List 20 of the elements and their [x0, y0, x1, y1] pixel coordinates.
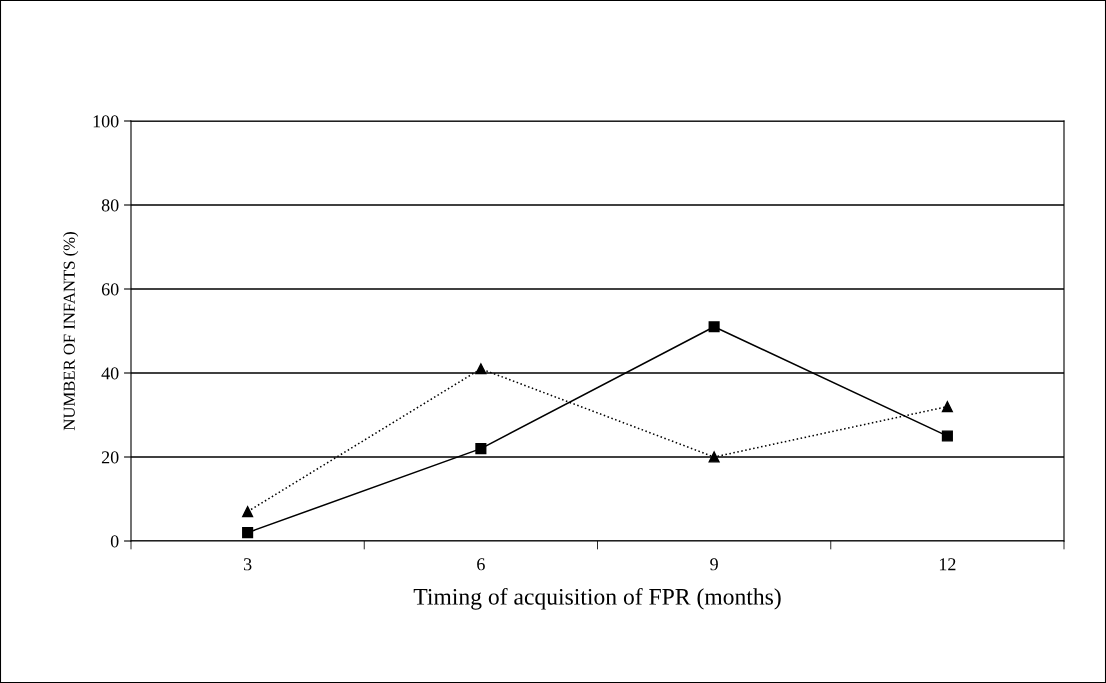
x-tick-label: 3 [243, 558, 252, 571]
point [941, 430, 953, 442]
x-tick-label: 9 [710, 558, 718, 571]
y-axis-title: NUMBER OF INFANTS (%) [63, 232, 79, 431]
y-tick-label: 20 [101, 451, 119, 464]
y-tick-label: 80 [101, 199, 119, 212]
point [941, 401, 953, 413]
point [475, 443, 487, 455]
y-tick-label: 60 [101, 283, 119, 296]
y-tick-label: 0 [110, 535, 119, 548]
point [708, 321, 720, 333]
y-tick-label: 40 [101, 367, 119, 380]
x-tick-label: 12 [939, 558, 956, 571]
x-tick-label: 6 [477, 558, 485, 571]
point [475, 363, 487, 375]
x-axis-title: Timing of acquisition of FPR (months) [413, 587, 781, 610]
point [242, 506, 254, 518]
point [242, 527, 254, 539]
y-tick-label: 100 [93, 115, 119, 128]
point [708, 451, 720, 463]
